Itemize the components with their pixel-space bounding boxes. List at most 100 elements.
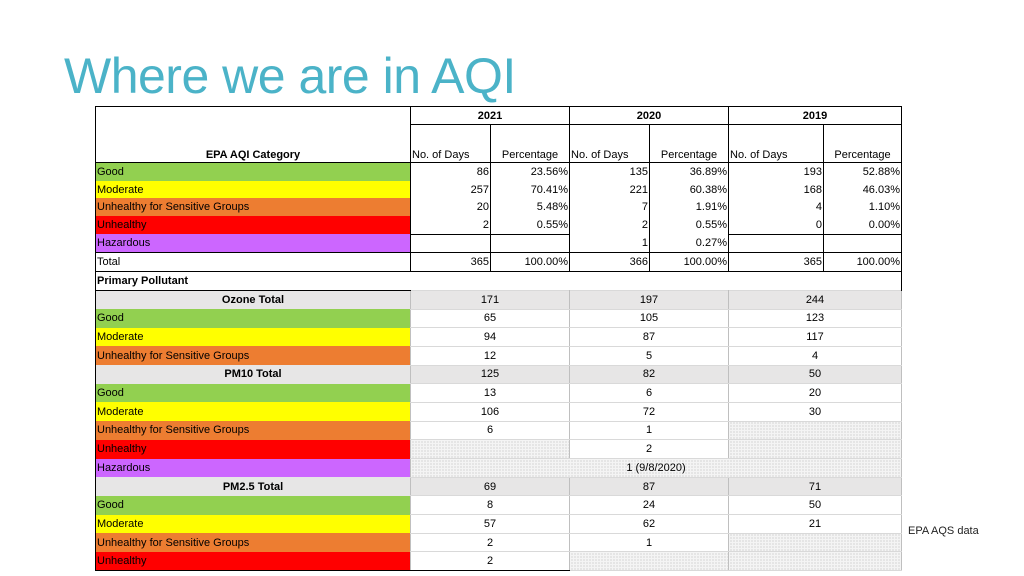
year-2020-header: 2020 (569, 106, 729, 125)
value-cell: 12 (410, 345, 570, 366)
value-cell: 6 (410, 420, 570, 441)
pct-header-2019: Percentage (823, 124, 902, 163)
table-row: Unhealthy for Sensitive Groups 12 5 4 (95, 345, 902, 366)
value-cell: 87 (569, 476, 729, 497)
value-cell: 52.88% (823, 162, 902, 181)
days-header-2019: No. of Days (728, 124, 824, 163)
value-cell: 0.55% (490, 216, 570, 235)
table-row: Hazardous 1 (9/8/2020) (95, 458, 902, 478)
value-cell: 135 (569, 162, 650, 181)
value-cell: 36.89% (649, 162, 729, 181)
table-row: Unhealthy 2 (95, 551, 902, 572)
empty-cell (728, 420, 902, 441)
value-cell: 100.00% (823, 252, 902, 273)
table-row: Moderate 106 72 30 (95, 401, 902, 422)
value-cell: 70.41% (490, 180, 570, 199)
table-row: Good 86 23.56% 135 36.89% 193 52.88% (95, 162, 902, 181)
value-cell: 86 (410, 162, 491, 181)
value-cell: 1.91% (649, 198, 729, 217)
value-cell: 365 (410, 252, 491, 273)
value-cell: 8 (410, 495, 570, 516)
table-row: Unhealthy for Sensitive Groups 6 1 (95, 420, 902, 441)
value-cell: 82 (569, 364, 729, 385)
value-cell: 1 (569, 532, 729, 553)
value-cell: 46.03% (823, 180, 902, 199)
value-cell: 125 (410, 364, 570, 385)
table-row: Unhealthy for Sensitive Groups 2 1 (95, 532, 902, 553)
table-row: Good 65 105 123 (95, 308, 902, 329)
value-cell: 23.56% (490, 162, 570, 181)
value-cell: 117 (728, 327, 902, 347)
value-cell: 2 (410, 216, 491, 235)
value-cell: 2 (410, 551, 570, 572)
value-cell: 2 (569, 216, 650, 235)
value-cell: 13 (410, 383, 570, 403)
table-row: Moderate 94 87 117 (95, 327, 902, 347)
table-row: Moderate 257 70.41% 221 60.38% 168 46.03… (95, 180, 902, 199)
value-cell: 57 (410, 514, 570, 534)
value-cell: 5.48% (490, 198, 570, 217)
category-cell: Unhealthy (95, 551, 411, 572)
pm10-total-row: PM10 Total 125 82 50 (95, 364, 902, 385)
value-cell: 72 (569, 401, 729, 422)
value-cell: 2 (410, 532, 570, 553)
table-row: Moderate 57 62 21 (95, 514, 902, 534)
value-cell: 69 (410, 476, 570, 497)
value-cell: 105 (569, 308, 729, 329)
table-row: Hazardous 1 0.27% (95, 233, 902, 254)
value-cell: 100.00% (649, 252, 729, 273)
category-cell: Unhealthy for Sensitive Groups (95, 346, 411, 366)
pct-header-2020: Percentage (649, 124, 729, 163)
category-cell: Moderate (95, 514, 411, 534)
category-cell: Good (95, 162, 411, 181)
value-cell: 100.00% (490, 252, 570, 273)
value-cell: 244 (728, 289, 902, 310)
primary-pollutant-row: Primary Pollutant (95, 271, 902, 291)
category-cell: Unhealthy for Sensitive Groups (95, 533, 411, 552)
value-cell: 365 (728, 252, 824, 273)
value-cell: 193 (728, 162, 824, 181)
category-cell: Moderate (95, 180, 411, 199)
value-cell: 366 (569, 252, 650, 273)
days-header-2020: No. of Days (569, 124, 650, 163)
slide-title: Where we are in AQI (64, 48, 516, 104)
value-cell: 65 (410, 308, 570, 329)
source-note: EPA AQS data (908, 525, 979, 537)
value-cell: 50 (728, 364, 902, 385)
value-cell: 0 (728, 216, 824, 235)
days-header-2021: No. of Days (410, 124, 491, 163)
value-cell: 197 (569, 289, 729, 310)
value-cell: 6 (569, 383, 729, 403)
primary-pollutant-label: Primary Pollutant (95, 271, 411, 291)
value-cell: 20 (728, 383, 902, 403)
value-cell: 0.27% (649, 234, 729, 253)
section-total-label: PM10 Total (95, 365, 411, 384)
category-cell: Total (95, 252, 411, 273)
category-cell: Unhealthy (95, 216, 411, 235)
value-cell (823, 233, 902, 254)
table-row: Good 13 6 20 (95, 383, 902, 403)
value-cell (490, 233, 570, 254)
category-cell: Unhealthy for Sensitive Groups (95, 198, 411, 217)
empty-cell (728, 439, 902, 459)
section-total-label: PM2.5 Total (95, 477, 411, 496)
value-cell: 221 (569, 180, 650, 199)
value-cell: 1 (569, 420, 729, 441)
value-cell: 30 (728, 401, 902, 422)
empty-cell (569, 551, 729, 572)
category-cell: Unhealthy for Sensitive Groups (95, 421, 411, 440)
category-cell: Good (95, 383, 411, 403)
category-cell: Hazardous (95, 458, 411, 478)
table-row: Unhealthy 2 (95, 439, 902, 459)
value-cell: 24 (569, 495, 729, 516)
value-cell: 5 (569, 345, 729, 366)
year-2021-header: 2021 (410, 106, 570, 125)
category-cell: Hazardous (95, 234, 411, 253)
pm25-total-row: PM2.5 Total 69 87 71 (95, 476, 902, 497)
value-cell: 0.55% (649, 216, 729, 235)
value-cell: 171 (410, 289, 570, 310)
year-2019-header: 2019 (728, 106, 902, 125)
merged-value-cell: 1 (9/8/2020) (410, 458, 902, 478)
table-row: Unhealthy for Sensitive Groups 20 5.48% … (95, 198, 902, 217)
value-cell: 2 (569, 439, 729, 459)
